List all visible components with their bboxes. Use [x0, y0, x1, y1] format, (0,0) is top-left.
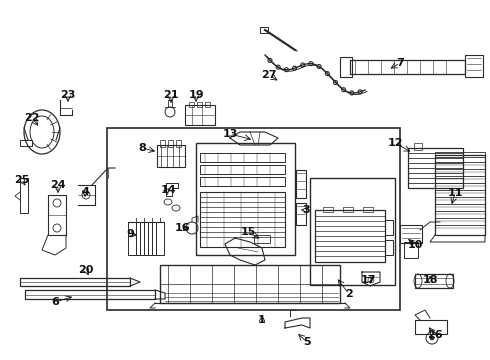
- Bar: [205, 102, 210, 107]
- Text: 9: 9: [126, 229, 134, 239]
- Bar: [185, 105, 215, 125]
- Bar: [296, 170, 306, 198]
- Bar: [196, 143, 295, 255]
- Bar: [343, 207, 353, 212]
- Bar: [200, 192, 285, 247]
- Text: 20: 20: [78, 265, 94, 275]
- Text: 3: 3: [302, 205, 310, 215]
- Text: 6: 6: [51, 297, 59, 307]
- Text: 4: 4: [81, 187, 89, 197]
- Bar: [160, 140, 165, 147]
- Text: 11: 11: [447, 188, 463, 198]
- Bar: [296, 203, 306, 225]
- Bar: [408, 148, 463, 188]
- Text: 5: 5: [303, 337, 311, 347]
- Bar: [363, 207, 373, 212]
- Bar: [48, 195, 66, 235]
- Bar: [197, 102, 202, 107]
- Text: 16: 16: [174, 223, 190, 233]
- Text: 19: 19: [188, 90, 204, 100]
- Text: 27: 27: [261, 70, 277, 80]
- Text: 21: 21: [163, 90, 179, 100]
- Text: 2: 2: [345, 289, 353, 299]
- Bar: [20, 278, 130, 286]
- Bar: [340, 57, 352, 77]
- Bar: [260, 27, 268, 33]
- Text: 13: 13: [222, 129, 238, 139]
- Bar: [310, 178, 395, 285]
- Bar: [168, 140, 173, 147]
- Text: 23: 23: [60, 90, 75, 100]
- Text: 8: 8: [138, 143, 146, 153]
- Bar: [200, 153, 285, 162]
- Bar: [20, 178, 28, 213]
- Bar: [160, 265, 340, 303]
- Text: 24: 24: [50, 180, 66, 190]
- Bar: [315, 210, 385, 262]
- Text: 12: 12: [387, 138, 403, 148]
- Bar: [25, 290, 155, 299]
- Text: 25: 25: [14, 175, 30, 185]
- Bar: [107, 128, 400, 310]
- Bar: [435, 155, 485, 235]
- Text: 7: 7: [396, 58, 404, 68]
- Bar: [415, 274, 453, 288]
- Bar: [254, 235, 270, 243]
- Bar: [414, 143, 422, 150]
- Text: 14: 14: [160, 185, 176, 195]
- Bar: [404, 242, 418, 258]
- Text: 10: 10: [407, 240, 423, 250]
- Bar: [385, 220, 393, 235]
- Bar: [176, 140, 181, 147]
- Text: 1: 1: [258, 315, 266, 325]
- Bar: [200, 177, 285, 186]
- Text: 18: 18: [422, 275, 438, 285]
- Text: 26: 26: [427, 330, 443, 340]
- Bar: [435, 152, 485, 157]
- Bar: [20, 140, 32, 146]
- Bar: [350, 60, 465, 74]
- Bar: [189, 102, 194, 107]
- Text: 22: 22: [24, 113, 40, 123]
- Bar: [465, 55, 483, 77]
- Text: 15: 15: [240, 227, 256, 237]
- Bar: [385, 240, 393, 255]
- Bar: [415, 320, 447, 334]
- Text: 17: 17: [360, 275, 376, 285]
- Ellipse shape: [430, 336, 434, 340]
- Bar: [157, 145, 185, 167]
- Bar: [200, 165, 285, 174]
- Bar: [400, 225, 422, 243]
- Bar: [323, 207, 333, 212]
